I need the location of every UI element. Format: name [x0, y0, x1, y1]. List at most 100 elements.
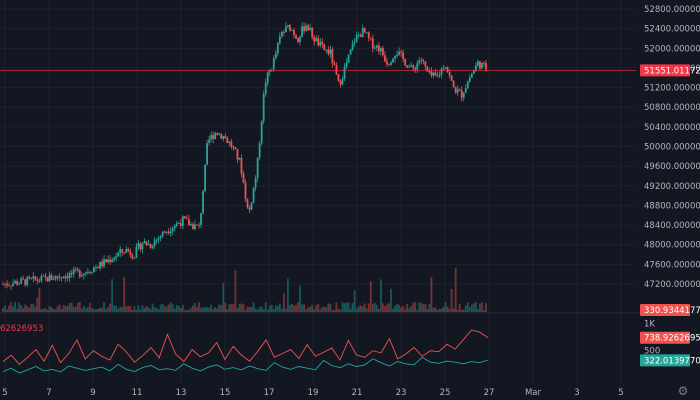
gear-icon[interactable]: ⚙	[677, 384, 689, 398]
candle-body	[113, 258, 116, 260]
candle-body	[60, 277, 63, 278]
volume-bar	[107, 307, 109, 312]
candle-body	[8, 285, 10, 287]
volume-bar	[54, 309, 57, 312]
candle-body	[295, 35, 297, 39]
volume-bar	[220, 305, 223, 312]
volume-bar	[392, 308, 394, 312]
candle-body	[46, 277, 49, 282]
candle-body	[188, 219, 190, 226]
candle-body	[177, 223, 180, 224]
volume-bar	[143, 308, 146, 312]
volume-bar	[4, 305, 6, 312]
volume-bar	[446, 306, 449, 312]
volume-bar	[258, 306, 261, 312]
time-tick-label: 9	[90, 388, 95, 398]
price-axis[interactable]: 52800.0000052400.0000052000.0000051600.0…	[644, 5, 700, 290]
candle-body	[418, 60, 421, 64]
volume-bar	[468, 307, 471, 312]
volume-bar	[369, 281, 372, 312]
time-axis[interactable]: 5 7 9 11 13 15 17 19 21 23 25 27 Mar 3 5	[2, 388, 623, 398]
candle-body	[406, 65, 409, 68]
volume-bar	[319, 309, 322, 312]
candle-body	[165, 231, 168, 233]
candle-body	[426, 66, 429, 72]
candle-body	[246, 199, 249, 208]
volume-bar	[12, 306, 15, 312]
candle-body	[127, 248, 130, 252]
volume-bar	[311, 304, 314, 312]
volume-bar	[363, 303, 366, 312]
candle-body	[52, 279, 55, 280]
volume-bar	[384, 306, 386, 312]
volume-bar	[93, 309, 95, 312]
volume-bar	[307, 307, 310, 312]
indicator-green-badge-bg	[640, 354, 690, 367]
volume-bar	[66, 306, 69, 312]
volume-bar	[121, 307, 124, 312]
volume-bar	[260, 306, 263, 312]
indicator-axis[interactable]: 1K 500	[644, 319, 660, 356]
volume-bar	[145, 306, 148, 312]
volume-bar	[361, 306, 364, 312]
candle-body	[456, 89, 459, 93]
volume-bar	[462, 309, 465, 312]
candle-body	[422, 60, 425, 62]
volume-bar	[325, 307, 328, 312]
volume-bar	[452, 308, 455, 312]
volume-bar	[438, 308, 441, 312]
volume-bar	[125, 306, 128, 312]
volume-bar	[434, 307, 437, 312]
volume-bar	[355, 308, 358, 312]
candle-body	[287, 25, 289, 27]
candle-body	[153, 240, 156, 247]
volume-bar	[410, 306, 413, 312]
volume-bar	[194, 302, 196, 312]
candle-body	[30, 277, 33, 279]
candle-body	[430, 71, 433, 76]
candle-body	[474, 65, 477, 71]
candle-body	[420, 60, 423, 62]
volume-bar	[323, 306, 326, 312]
volume-bar	[2, 308, 4, 312]
volume-bar	[375, 304, 378, 312]
volume-bar	[301, 304, 303, 312]
volume-bar	[297, 302, 299, 312]
volume-bar	[412, 302, 415, 312]
time-tick-label: 23	[396, 388, 407, 398]
volume-bar	[418, 302, 421, 312]
volume-bar	[254, 308, 257, 312]
volume-bar	[345, 302, 348, 312]
time-tick-label: 21	[352, 388, 363, 398]
candle-body	[42, 275, 45, 277]
candle-body	[311, 27, 314, 38]
candle-body	[333, 63, 336, 65]
volume-bar	[149, 309, 152, 312]
candle-body	[347, 54, 350, 63]
volume-bar	[299, 285, 301, 312]
candle-body	[307, 25, 310, 31]
candle-body	[432, 72, 435, 76]
candle-body	[297, 38, 299, 43]
volume-bar	[175, 304, 178, 312]
volume-bar	[476, 309, 479, 312]
candle-body	[313, 37, 316, 42]
volume-bar	[329, 303, 332, 312]
volume-bar	[26, 306, 29, 312]
indicator-series-line	[2, 329, 489, 366]
volume-bar	[68, 302, 71, 312]
value-badges: 51551.01172 330.93441772 738.92626953 322.0…	[640, 64, 700, 367]
volume-bar	[400, 307, 403, 312]
candle-body	[481, 62, 483, 69]
volume-bar	[212, 309, 215, 312]
time-tick-label: 5	[2, 388, 7, 398]
volume-bar	[97, 308, 99, 312]
candle-body	[175, 223, 178, 226]
volume-bar	[153, 307, 156, 312]
candle-body	[80, 275, 83, 277]
volume-bar	[161, 303, 164, 312]
volume-bar	[82, 305, 85, 312]
volume-bar	[42, 308, 45, 312]
candle-body	[252, 187, 255, 203]
